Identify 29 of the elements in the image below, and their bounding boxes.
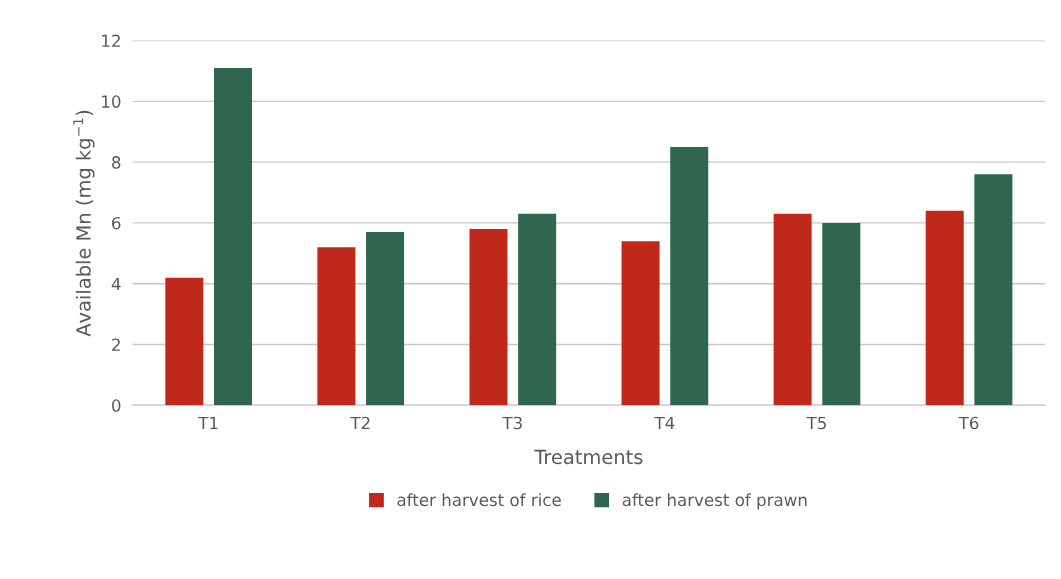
bar — [366, 232, 405, 406]
bar — [165, 277, 204, 406]
bar — [469, 228, 508, 406]
x-tick-label: T3 — [502, 416, 522, 430]
x-tick-label: T4 — [654, 416, 675, 430]
x-tick-label: T6 — [958, 416, 979, 430]
y-axis-title: Available Mn (mg kg$^{−1}$) — [73, 110, 95, 337]
y-tick-label: 4 — [111, 277, 121, 291]
y-tick-label: 2 — [112, 338, 120, 351]
bar — [974, 174, 1013, 406]
bar — [317, 247, 356, 406]
x-axis-title: Treatments — [534, 449, 643, 465]
y-tick-label: 0 — [112, 399, 121, 412]
x-tick-label: T1 — [198, 416, 218, 430]
y-tick-label: 8 — [112, 156, 121, 169]
bar — [925, 210, 964, 406]
bar — [773, 213, 812, 406]
bar — [621, 241, 660, 406]
y-tick-label: 12 — [102, 34, 120, 47]
bar — [213, 67, 253, 406]
bar — [822, 222, 861, 406]
y-tick-label: 10 — [102, 95, 121, 108]
legend-label: after harvest of rice — [397, 493, 561, 507]
bar — [518, 213, 557, 406]
bar — [670, 146, 709, 406]
y-tick-label: 6 — [112, 216, 121, 230]
x-tick-label: T5 — [806, 416, 826, 430]
x-tick-label: T2 — [350, 416, 370, 430]
legend-label: after harvest of prawn — [622, 493, 807, 510]
